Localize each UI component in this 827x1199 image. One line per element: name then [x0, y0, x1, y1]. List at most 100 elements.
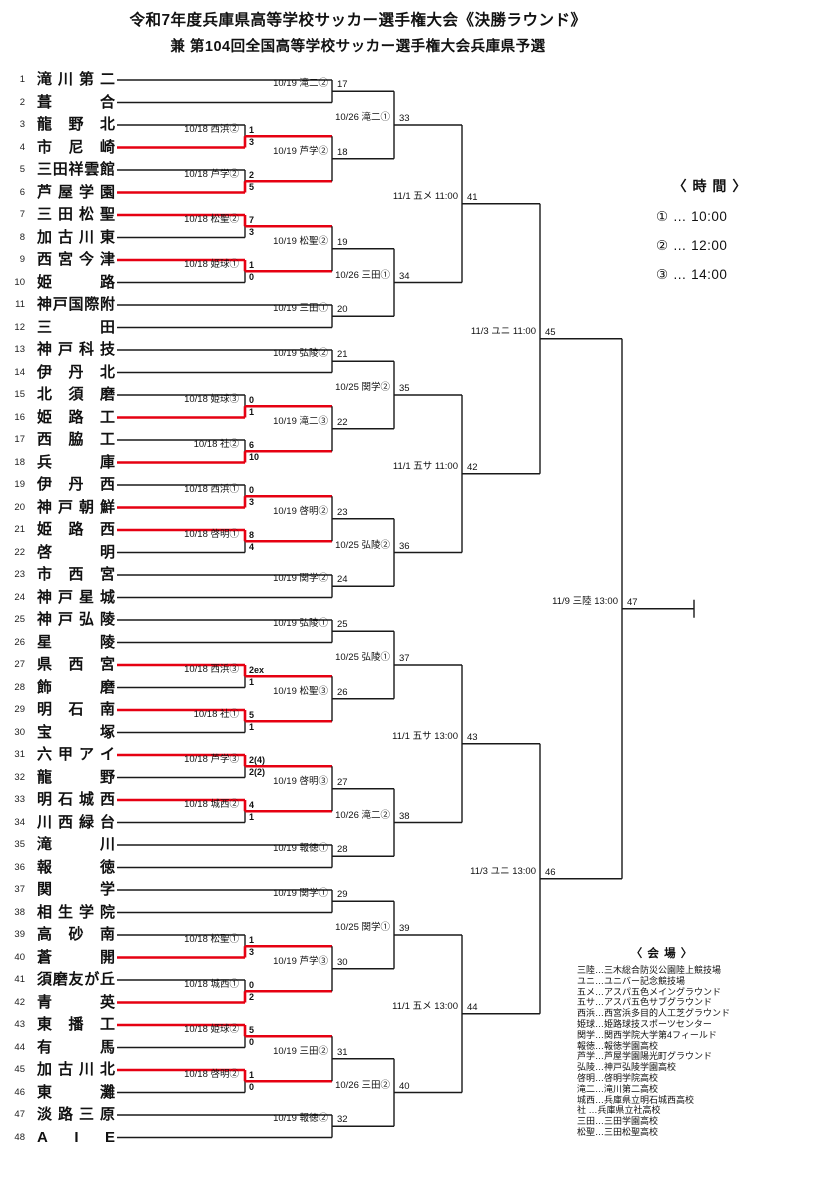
team-name: 神戸星城 [37, 588, 115, 606]
match-number: 47 [627, 596, 638, 608]
match-number: 29 [337, 889, 348, 901]
match-label: 10/18 城西② [184, 799, 239, 811]
venue-legend-item: 報徳…報徳学園高校 [577, 1040, 659, 1051]
match-label: 10/19 滝二② [273, 78, 328, 90]
team-number: 12 [14, 321, 25, 333]
match-label: 10/19 啓明② [273, 505, 328, 517]
team-name: 葺合 [37, 93, 115, 111]
team-number: 40 [14, 951, 25, 963]
match-label: 10/19 報徳② [273, 1113, 328, 1125]
team-name: 三田 [37, 318, 115, 336]
match-label: 10/19 関学② [273, 573, 328, 585]
venue-legend-item: 西浜…西宮浜多目的人工芝グラウンド [577, 1008, 731, 1019]
match-number: 23 [337, 506, 348, 518]
score-top: 2(4) [249, 755, 266, 766]
match-number: 44 [467, 1001, 478, 1013]
team-name: 姫路西 [37, 521, 115, 538]
score-top: 0 [249, 395, 255, 406]
score-bottom: 3 [249, 227, 255, 238]
team-name: 神戸朝鮮 [37, 498, 115, 516]
team-number: 13 [14, 344, 25, 355]
team-name: 東灘 [37, 1083, 115, 1101]
team-number: 34 [14, 816, 25, 828]
team-name: 市尼崎 [37, 138, 115, 156]
team-number: 20 [14, 501, 25, 513]
team-name: 市西宮 [37, 566, 115, 583]
team-number: 24 [14, 591, 25, 603]
team-number: 45 [14, 1064, 25, 1075]
match-label: 10/26 三田① [335, 269, 390, 281]
team-name: 明石城西 [37, 791, 115, 808]
time-legend-item: ② … 12:00 [656, 238, 728, 253]
match-label: 10/19 弘陵② [273, 348, 328, 360]
score-bottom: 1 [249, 722, 255, 733]
team-name: 神戸弘陵 [37, 611, 115, 628]
match-number: 42 [467, 461, 478, 473]
team-name: 加古川北 [37, 1061, 115, 1078]
match-label: 10/18 芦学③ [184, 754, 239, 766]
team-name: 神戸国際附 [37, 296, 115, 313]
match-label: 10/19 芦学② [273, 145, 328, 157]
team-number: 3 [19, 119, 25, 130]
match-label: 11/1 五メ 13:00 [392, 1000, 458, 1012]
score-top: 2ex [249, 665, 265, 676]
team-number: 33 [14, 794, 25, 805]
match-number: 37 [399, 653, 410, 664]
match-number: 39 [399, 923, 410, 934]
team-name: 星陵 [37, 633, 115, 651]
team-number: 38 [14, 906, 25, 918]
team-number: 43 [14, 1019, 25, 1030]
match-label: 11/3 ユニ 13:00 [470, 865, 536, 877]
team-name: 滝川 [37, 836, 115, 853]
team-number: 7 [19, 209, 25, 220]
team-name: 明石南 [37, 701, 115, 718]
team-name: 三田松聖 [37, 206, 115, 223]
team-name: 龍野北 [37, 116, 115, 133]
team-number: 46 [14, 1086, 25, 1098]
score-top: 5 [249, 1025, 255, 1036]
match-number: 19 [337, 236, 348, 248]
team-name: 啓明 [37, 543, 115, 561]
team-name: 川西緑台 [37, 813, 115, 831]
match-label: 10/18 芦学② [184, 169, 239, 181]
match-number: 41 [467, 191, 478, 203]
match-number: 24 [337, 574, 348, 586]
match-label: 10/19 三田② [273, 1045, 328, 1057]
team-number: 31 [14, 749, 25, 760]
venue-legend-item: 五サ…アスパ五色サブグラウンド [577, 997, 713, 1008]
team-number: 21 [14, 524, 25, 535]
match-label: 10/18 西浜② [184, 124, 239, 136]
team-name: 伊丹北 [37, 363, 115, 381]
team-name: 飾磨 [37, 678, 115, 696]
team-number: 18 [14, 456, 25, 468]
time-legend-title: 〈 時 間 〉 [672, 178, 748, 194]
score-top: 6 [249, 440, 255, 451]
team-name: 相生学院 [37, 903, 115, 921]
match-label: 10/19 芦学③ [273, 955, 328, 967]
match-number: 35 [399, 383, 410, 394]
venue-legend-title: 〈 会 場 〉 [630, 948, 694, 960]
match-label: 10/18 西浜① [184, 484, 239, 496]
team-number: 19 [14, 479, 25, 490]
team-number: 35 [14, 839, 25, 850]
tournament-subtitle: 兼 第104回全国高等学校サッカー選手権大会兵庫県予選 [170, 39, 546, 55]
team-number: 22 [14, 546, 25, 558]
score-bottom: 2 [249, 992, 255, 1003]
score-bottom: 10 [249, 452, 260, 463]
score-bottom: 3 [249, 497, 255, 508]
match-label: 10/25 関学② [335, 382, 390, 393]
team-name: 青英 [37, 993, 115, 1011]
match-label: 10/26 三田② [335, 1079, 390, 1091]
team-number: 47 [14, 1109, 25, 1120]
team-number: 36 [14, 861, 25, 873]
team-name: 加古川東 [37, 228, 115, 246]
match-label: 10/19 関学① [273, 888, 328, 900]
team-name: 高砂南 [37, 926, 115, 943]
team-number: 4 [19, 141, 25, 153]
match-number: 30 [337, 956, 348, 968]
team-name: 有馬 [37, 1038, 115, 1056]
venue-legend: 〈 会 場 〉 三陸…三木総合防災公園陸上競技場 ユニ…ユニバー記念競技場 五メ…ア… [577, 945, 825, 1138]
